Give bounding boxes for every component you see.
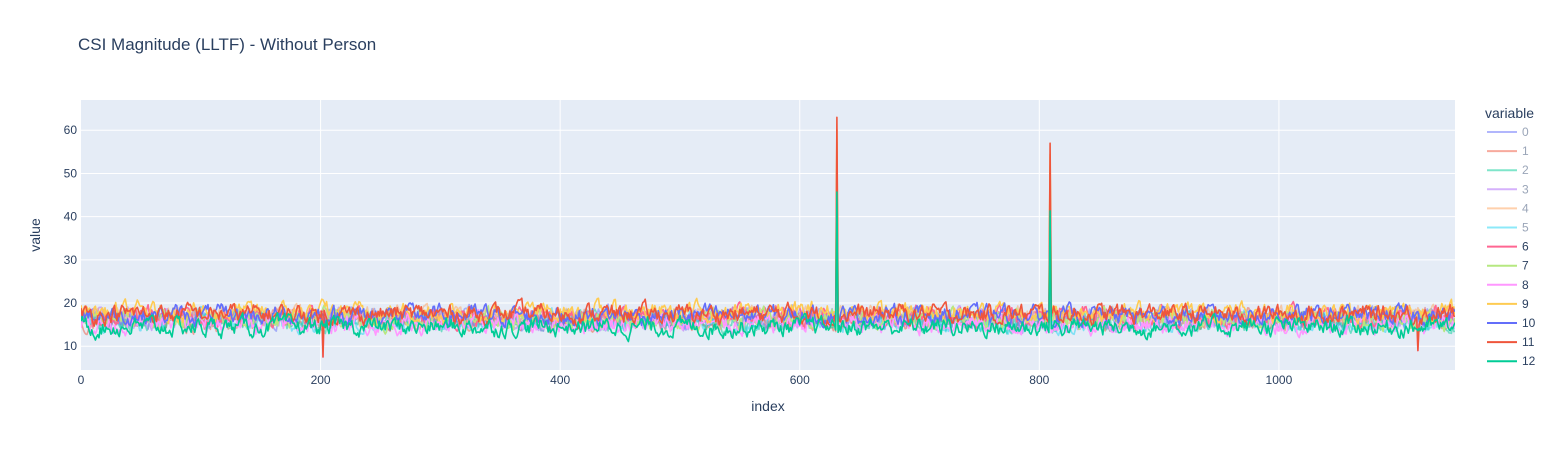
legend-item-7[interactable]: 7 bbox=[1487, 259, 1529, 273]
legend-title: variable bbox=[1485, 105, 1534, 121]
series-line-12[interactable] bbox=[81, 191, 1455, 343]
legend-label: 7 bbox=[1522, 259, 1529, 273]
legend-label: 8 bbox=[1522, 278, 1529, 292]
series-layer bbox=[81, 116, 1455, 358]
legend-label: 12 bbox=[1522, 354, 1536, 368]
legend-item-12[interactable]: 12 bbox=[1487, 354, 1536, 368]
y-tick-label: 50 bbox=[64, 166, 78, 180]
legend-item-5[interactable]: 5 bbox=[1487, 221, 1529, 235]
legend-item-11[interactable]: 11 bbox=[1487, 335, 1535, 349]
x-tick-labels: 0 200 400 600 800 1000 bbox=[78, 373, 1293, 387]
legend-item-1[interactable]: 1 bbox=[1487, 144, 1529, 158]
x-tick-label: 200 bbox=[311, 373, 331, 387]
x-tick-label: 0 bbox=[78, 373, 85, 387]
legend-item-9[interactable]: 9 bbox=[1487, 297, 1529, 311]
legend-item-4[interactable]: 4 bbox=[1487, 201, 1529, 215]
legend-label: 2 bbox=[1522, 163, 1529, 177]
legend-item-10[interactable]: 10 bbox=[1487, 316, 1536, 330]
x-tick-label: 400 bbox=[550, 373, 570, 387]
x-axis-title: index bbox=[751, 398, 784, 414]
legend-label: 9 bbox=[1522, 297, 1529, 311]
legend-label: 5 bbox=[1522, 221, 1529, 235]
y-tick-label: 60 bbox=[64, 123, 78, 137]
legend-item-2[interactable]: 2 bbox=[1487, 163, 1529, 177]
legend-label: 10 bbox=[1522, 316, 1536, 330]
legend-label: 0 bbox=[1522, 125, 1529, 139]
legend-label: 3 bbox=[1522, 182, 1529, 196]
y-tick-label: 20 bbox=[64, 296, 78, 310]
x-tick-label: 800 bbox=[1029, 373, 1049, 387]
series-line-9[interactable] bbox=[81, 129, 1455, 327]
x-tick-label: 600 bbox=[790, 373, 810, 387]
legend-item-8[interactable]: 8 bbox=[1487, 278, 1529, 292]
y-tick-labels: 10 20 30 40 50 60 bbox=[64, 123, 78, 353]
y-gridlines bbox=[81, 129, 1455, 347]
chart-title: CSI Magnitude (LLTF) - Without Person bbox=[78, 35, 376, 54]
y-axis-title: value bbox=[27, 218, 43, 252]
legend-label: 11 bbox=[1522, 335, 1535, 349]
legend-item-6[interactable]: 6 bbox=[1487, 240, 1529, 254]
y-tick-label: 30 bbox=[64, 253, 78, 267]
legend-item-3[interactable]: 3 bbox=[1487, 182, 1529, 196]
legend-label: 4 bbox=[1522, 201, 1529, 215]
legend-label: 1 bbox=[1522, 144, 1529, 158]
y-tick-label: 10 bbox=[64, 339, 78, 353]
legend-label: 6 bbox=[1522, 240, 1529, 254]
y-tick-label: 40 bbox=[64, 210, 78, 224]
x-tick-label: 1000 bbox=[1266, 373, 1293, 387]
legend-item-0[interactable]: 0 bbox=[1487, 125, 1529, 139]
